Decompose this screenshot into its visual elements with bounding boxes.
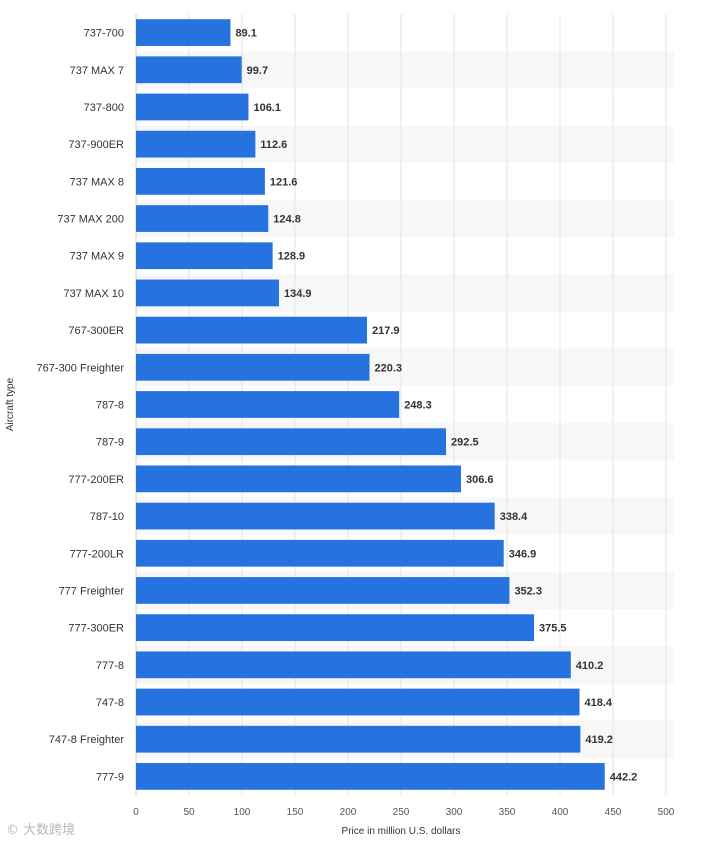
category-label: 777-300ER xyxy=(68,623,124,635)
bar xyxy=(136,242,273,270)
category-label: 767-300ER xyxy=(68,325,124,337)
x-axis-title: Price in million U.S. dollars xyxy=(342,826,461,837)
value-label: 112.6 xyxy=(260,139,287,151)
category-label: 787-8 xyxy=(96,400,124,412)
bar xyxy=(136,93,249,121)
x-tick-label: 300 xyxy=(446,807,463,818)
value-label: 124.8 xyxy=(273,214,301,226)
x-tick-label: 100 xyxy=(234,807,251,818)
value-label: 419.2 xyxy=(585,734,613,746)
x-tick-label: 200 xyxy=(340,807,357,818)
category-label: 787-9 xyxy=(96,437,124,449)
value-label: 99.7 xyxy=(247,65,268,77)
x-tick-label: 0 xyxy=(133,807,139,818)
bar xyxy=(136,614,535,642)
bar xyxy=(136,56,242,84)
bar xyxy=(136,465,461,493)
category-labels: 737-700 737 MAX 7 737-800 737-900ER 737 MAX … xyxy=(37,28,125,784)
value-label: 410.2 xyxy=(576,660,604,672)
value-label: 418.4 xyxy=(585,697,613,709)
x-tick-label: 500 xyxy=(658,807,675,818)
category-label: 777 Freighter xyxy=(59,585,125,597)
value-label: 292.5 xyxy=(451,437,479,449)
category-label: 777-9 xyxy=(96,771,124,783)
bar xyxy=(136,353,370,381)
x-tick-label: 450 xyxy=(605,807,622,818)
bar xyxy=(136,577,510,604)
value-label: 121.6 xyxy=(270,176,298,188)
category-label: 777-200LR xyxy=(70,548,124,560)
category-label: 737-700 xyxy=(84,28,124,40)
value-labels: 89.1 99.7 106.1 112.6 121.6 124.8 128.9 134.9 21… xyxy=(235,28,637,784)
value-label: 375.5 xyxy=(539,623,567,635)
y-axis-title: Aircraft type xyxy=(5,377,16,431)
x-tick-labels: 0 50 100 150 200 250 300 350 400 450 500 xyxy=(133,807,675,818)
value-label: 134.9 xyxy=(284,288,312,300)
x-tick-label: 150 xyxy=(287,807,304,818)
bar xyxy=(136,651,571,679)
bar xyxy=(136,279,279,307)
value-label: 128.9 xyxy=(278,251,306,263)
category-label: 767-300 Freighter xyxy=(37,362,125,374)
bar xyxy=(136,167,265,195)
category-label: 737-800 xyxy=(84,102,124,114)
category-label: 747-8 Freighter xyxy=(49,734,125,746)
value-label: 217.9 xyxy=(372,325,400,337)
watermark: © 大数跨境 xyxy=(6,823,76,838)
bar xyxy=(136,725,581,753)
value-label: 346.9 xyxy=(509,548,537,560)
bar xyxy=(136,428,447,456)
category-label: 737 MAX 9 xyxy=(70,251,124,263)
category-label: 737-900ER xyxy=(68,139,124,151)
x-tick-label: 350 xyxy=(499,807,516,818)
value-label: 442.2 xyxy=(610,771,638,783)
category-label: 737 MAX 200 xyxy=(57,214,124,226)
bar xyxy=(136,205,269,232)
category-label: 737 MAX 7 xyxy=(70,65,124,77)
bar xyxy=(136,539,504,567)
category-label: 787-10 xyxy=(90,511,124,523)
bars xyxy=(136,19,605,790)
bar xyxy=(136,688,580,716)
category-label: 747-8 xyxy=(96,697,124,709)
value-label: 352.3 xyxy=(514,585,542,597)
bar xyxy=(136,19,231,46)
bar xyxy=(136,391,400,418)
value-label: 306.6 xyxy=(466,474,494,486)
bar xyxy=(136,316,367,344)
x-tick-label: 400 xyxy=(552,807,569,818)
category-label: 777-8 xyxy=(96,660,124,672)
x-tick-label: 50 xyxy=(183,807,195,818)
category-label: 737 MAX 10 xyxy=(63,288,124,300)
category-label: 737 MAX 8 xyxy=(70,176,124,188)
bar xyxy=(136,502,495,530)
x-tick-label: 250 xyxy=(393,807,410,818)
bar xyxy=(136,130,256,158)
value-label: 248.3 xyxy=(404,400,432,412)
value-label: 338.4 xyxy=(500,511,528,523)
value-label: 106.1 xyxy=(253,102,281,114)
value-label: 220.3 xyxy=(375,362,403,374)
value-label: 89.1 xyxy=(235,28,256,40)
category-label: 777-200ER xyxy=(68,474,124,486)
bar xyxy=(136,763,605,790)
